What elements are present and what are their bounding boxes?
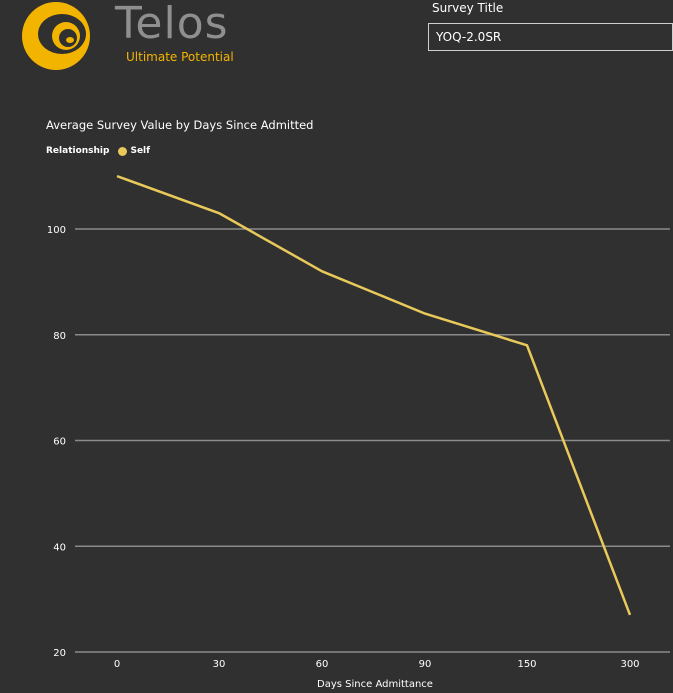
x-tick-label: 0 [114, 659, 120, 670]
data-point[interactable] [316, 265, 328, 277]
chart-legend: Relationship Self [46, 146, 150, 156]
x-tick-label: 150 [517, 659, 536, 670]
x-tick-label: 90 [419, 659, 432, 670]
series-lines [111, 170, 636, 621]
brand-name: Telos [115, 0, 229, 49]
telos-eye-logo-icon [22, 2, 90, 70]
survey-title-value: YOQ-2.0SR [436, 30, 502, 44]
y-tick-label: 100 [47, 225, 66, 236]
x-axis-tick-labels: 0 30 60 90 150 300 [114, 659, 640, 670]
gridlines [75, 228, 670, 653]
y-tick-label: 20 [53, 648, 66, 659]
legend-marker-self [118, 146, 128, 156]
data-point[interactable] [521, 339, 533, 351]
y-tick-label: 80 [53, 331, 66, 342]
chart-title: Average Survey Value by Days Since Admit… [46, 118, 314, 132]
brand-tagline: Ultimate Potential [126, 50, 234, 64]
legend-label-self[interactable]: Self [130, 146, 151, 156]
data-point[interactable] [419, 308, 431, 320]
y-axis-tick-labels: 20 40 60 80 100 [47, 225, 66, 659]
telos-logo: Telos Ultimate Potential [18, 0, 248, 72]
x-tick-label: 300 [620, 659, 639, 670]
y-tick-label: 40 [53, 542, 66, 553]
series-line-self[interactable] [116, 174, 632, 616]
y-tick-label: 60 [53, 437, 66, 448]
x-tick-label: 60 [316, 659, 329, 670]
data-point[interactable] [624, 609, 636, 621]
survey-title-dropdown[interactable]: YOQ-2.0SR [428, 23, 673, 51]
x-axis-label: Days Since Admittance [317, 679, 433, 690]
x-tick-label: 30 [213, 659, 226, 670]
legend-title: Relationship [46, 146, 110, 156]
survey-title-label: Survey Title [432, 1, 504, 15]
data-point[interactable] [111, 170, 123, 182]
data-point[interactable] [213, 207, 225, 219]
